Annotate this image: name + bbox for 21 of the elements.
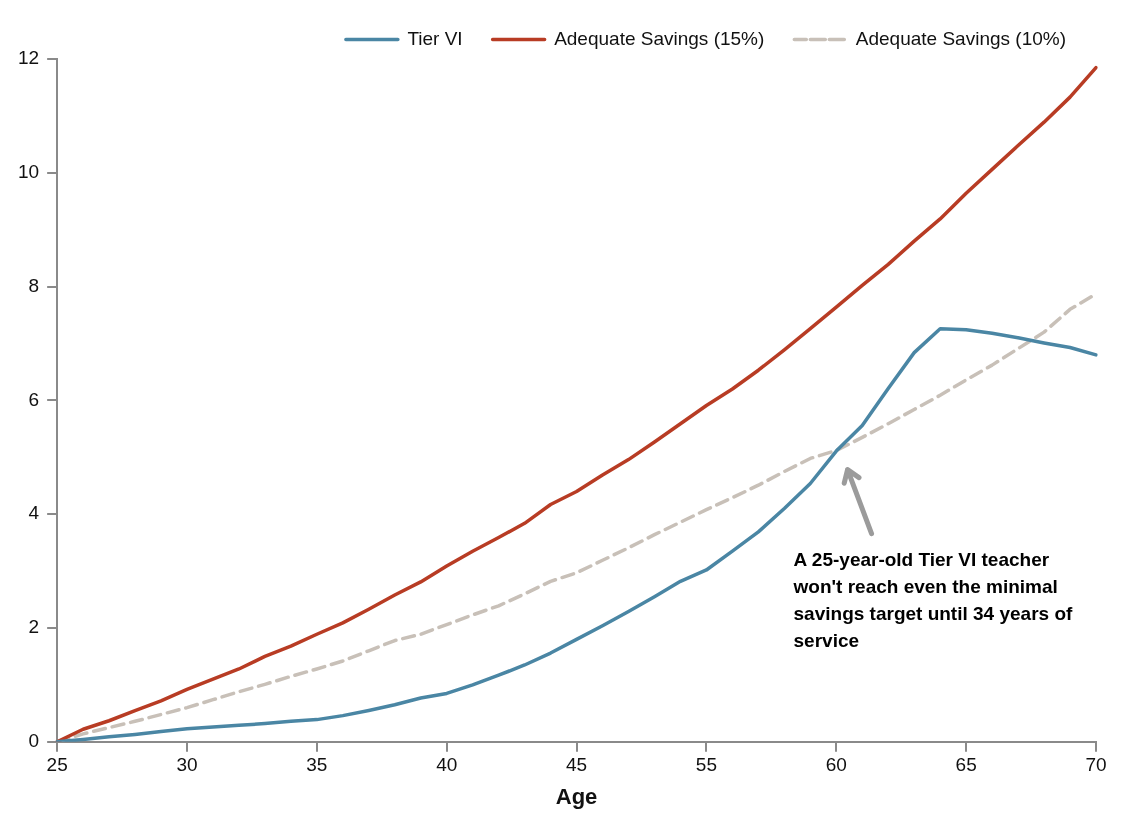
x-tick-label: 35: [306, 754, 328, 776]
legend-label: Tier VI: [407, 27, 463, 49]
x-tick-label: 65: [955, 754, 977, 776]
x-tick-label: 70: [1085, 754, 1107, 776]
y-tick-label: 2: [28, 616, 40, 638]
x-axis-title: Age: [555, 783, 598, 809]
y-tick-label: 8: [28, 274, 40, 296]
x-tick-label: 30: [176, 754, 198, 776]
y-tick-label: 6: [28, 388, 40, 410]
y-tick-label: 0: [28, 730, 40, 752]
x-tick-label: 60: [825, 754, 847, 776]
y-tick-label: 4: [28, 502, 40, 524]
x-tick-label: 45: [566, 754, 588, 776]
x-tick-label: 25: [46, 754, 68, 776]
annotation: A 25-year-old Tier VI teacher won't reach even the minimal savings target until 34 years of service: [792, 549, 1073, 652]
legend-label: Adequate Savings (15%): [554, 27, 765, 49]
x-tick-label: 55: [695, 754, 717, 776]
y-tick-label: 12: [17, 47, 40, 69]
x-tick-label: 40: [436, 754, 458, 776]
y-tick-label: 10: [17, 161, 40, 183]
legend-label: Adequate Savings (10%): [855, 27, 1066, 49]
